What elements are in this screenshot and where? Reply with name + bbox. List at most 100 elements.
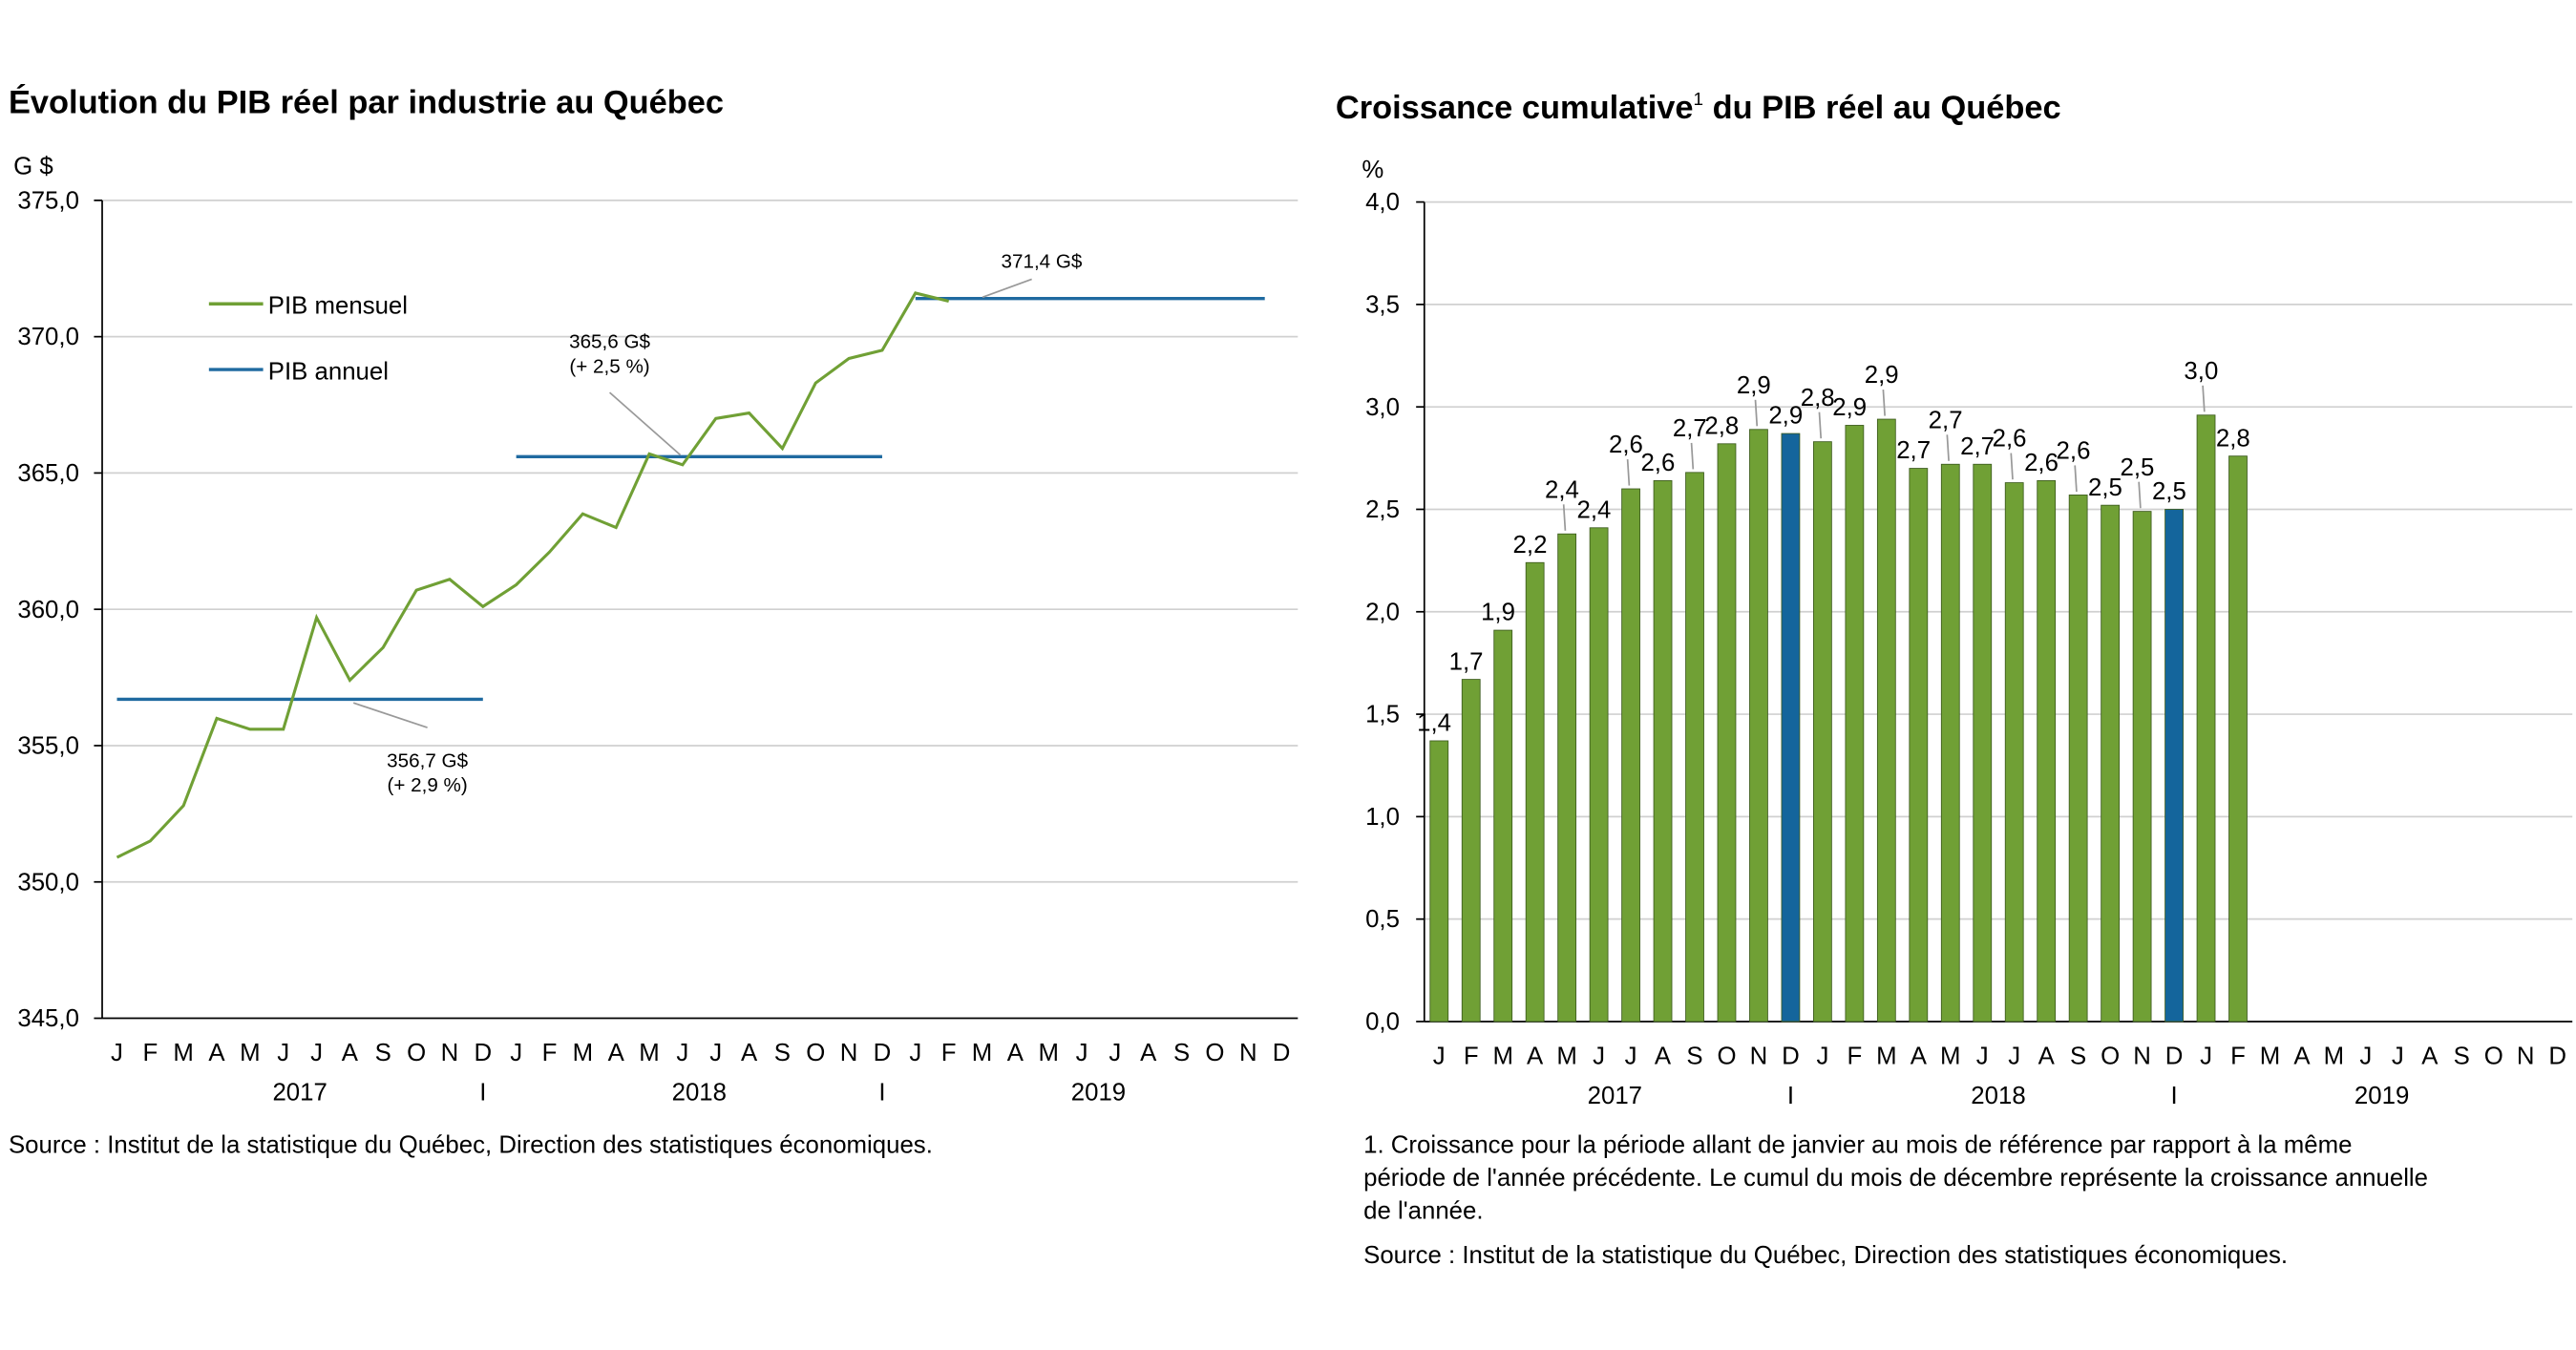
bar-value-label: 1,4 <box>1417 710 1451 737</box>
right-month-tick: J <box>2392 1044 2404 1070</box>
left-year-label: 2018 <box>672 1080 727 1107</box>
monthly-bar <box>2037 480 2057 1023</box>
monthly-bar <box>1653 480 1673 1023</box>
right-month-tick: J <box>1433 1044 1446 1070</box>
y-tick-label: 1,0 <box>1365 804 1400 831</box>
gdp-line-chart: Évolution du PIB réel par industrie au Q… <box>9 83 1299 1159</box>
right-month-tick: D <box>2165 1044 2184 1070</box>
left-month-tick: D <box>874 1040 892 1066</box>
left-month-tick: J <box>909 1040 921 1066</box>
bar-value-label: 2,6 <box>2024 450 2059 476</box>
y-tick-label: 360,0 <box>17 597 79 623</box>
monthly-bar <box>1813 441 1832 1023</box>
monthly-bar <box>1429 740 1449 1023</box>
left-month-tick: N <box>1239 1040 1257 1066</box>
monthly-bar <box>1589 527 1609 1023</box>
left-month-tick: O <box>806 1040 825 1066</box>
monthly-bar <box>2132 511 2152 1023</box>
bar-value-label: 2,4 <box>1545 476 1579 503</box>
right-month-tick: N <box>1750 1044 1768 1070</box>
right-y-unit: % <box>1362 157 1383 183</box>
footnote-line-3: de l'année. <box>1363 1197 1483 1224</box>
right-month-tick: A <box>1527 1044 1544 1070</box>
right-month-tick: J <box>2200 1044 2212 1070</box>
annotation-2019-value: 371,4 G$ <box>1002 250 1083 272</box>
label-leader <box>1562 504 1567 531</box>
footnote-line-1: 1. Croissance pour la période allant de … <box>1363 1132 2352 1159</box>
bar-value-label: 2,5 <box>2088 475 2122 501</box>
bar-value-label: 3,0 <box>2184 358 2218 385</box>
label-leader <box>2010 453 2014 480</box>
right-month-tick: M <box>1556 1044 1577 1070</box>
label-leader <box>1754 399 1759 427</box>
monthly-gdp-line <box>116 291 950 859</box>
label-leader <box>1818 411 1823 439</box>
monthly-bar <box>1845 425 1865 1023</box>
monthly-bar <box>1876 418 1896 1023</box>
right-month-tick: A <box>1911 1044 1928 1070</box>
left-month-tick: J <box>277 1040 289 1066</box>
left-year-separator: I <box>878 1080 885 1107</box>
label-leader <box>1882 390 1886 416</box>
left-month-tick: M <box>972 1040 993 1066</box>
left-month-tick: S <box>774 1040 791 1066</box>
y-tick-label: 1,5 <box>1365 702 1400 728</box>
y-tick-label: 4,0 <box>1365 189 1400 216</box>
y-tick-label: 365,0 <box>17 460 79 487</box>
left-month-tick: J <box>510 1040 522 1066</box>
monthly-bar <box>2004 482 2024 1023</box>
left-year-label: 2019 <box>1071 1080 1126 1107</box>
right-month-tick: M <box>2260 1044 2280 1070</box>
bar-value-label: 2,9 <box>1768 403 1803 430</box>
bar-value-label: 2,6 <box>2057 438 2091 465</box>
annotation-2018-value: 365,6 G$ <box>569 331 650 353</box>
right-month-tick: J <box>1625 1044 1637 1070</box>
y-tick-label: 350,0 <box>17 869 79 896</box>
right-month-tick: A <box>2293 1044 2311 1070</box>
left-month-tick: M <box>573 1040 594 1066</box>
right-month-tick: D <box>1782 1044 1800 1070</box>
monthly-bar <box>1557 533 1577 1023</box>
right-source: Source : Institut de la statistique du Q… <box>1363 1242 2288 1269</box>
right-month-tick: J <box>2008 1044 2020 1070</box>
left-month-tick: F <box>142 1040 158 1066</box>
left-month-tick: F <box>542 1040 558 1066</box>
bar-value-label: 2,4 <box>1577 496 1612 523</box>
bar-value-label: 2,8 <box>1704 412 1739 439</box>
bar-value-label: 2,9 <box>1865 362 1899 389</box>
legend: PIB mensuel PIB annuel <box>208 293 408 385</box>
bar-value-label: 2,7 <box>1673 415 1707 442</box>
footnote-line-2: période de l'année précédente. Le cumul … <box>1363 1165 2428 1192</box>
right-year-separator: I <box>1787 1083 1794 1109</box>
right-month-tick: F <box>1847 1044 1862 1070</box>
y-tick-label: 0,0 <box>1365 1009 1400 1036</box>
left-month-tick: A <box>342 1040 359 1066</box>
label-leader <box>1626 458 1631 486</box>
left-month-tick: O <box>1205 1040 1224 1066</box>
left-month-tick: J <box>709 1040 722 1066</box>
bar-value-label: 2,5 <box>2152 478 2186 505</box>
left-month-tick: J <box>310 1040 323 1066</box>
left-month-tick: A <box>208 1040 225 1066</box>
annotation-leader-2017 <box>352 702 428 728</box>
right-month-tick: S <box>2070 1044 2086 1070</box>
annual-bar <box>2164 509 2184 1023</box>
bar-value-label: 1,7 <box>1449 648 1484 675</box>
left-month-tick: A <box>1140 1040 1157 1066</box>
right-month-tick: A <box>2038 1044 2056 1070</box>
annotations: 356,7 G$ (+ 2,9 %) 365,6 G$ (+ 2,5 %) 37… <box>352 250 1083 796</box>
left-month-tick: D <box>1273 1040 1291 1066</box>
left-month-tick: J <box>1076 1040 1088 1066</box>
left-month-tick: N <box>441 1040 459 1066</box>
left-month-tick: F <box>941 1040 957 1066</box>
monthly-bar <box>1461 679 1481 1023</box>
label-leader <box>2138 481 2142 509</box>
right-month-tick: F <box>1464 1044 1479 1070</box>
right-chart-title: Croissance cumulative1 du PIB réel au Qu… <box>1336 90 2061 126</box>
monthly-bar <box>1973 463 1993 1023</box>
annotation-2017-value: 356,7 G$ <box>387 749 468 771</box>
left-month-tick: M <box>240 1040 261 1066</box>
right-month-tick: A <box>1655 1044 1672 1070</box>
cumulative-growth-bar-chart: Croissance cumulative1 du PIB réel au Qu… <box>1336 90 2573 1269</box>
left-month-tick: D <box>474 1040 492 1066</box>
